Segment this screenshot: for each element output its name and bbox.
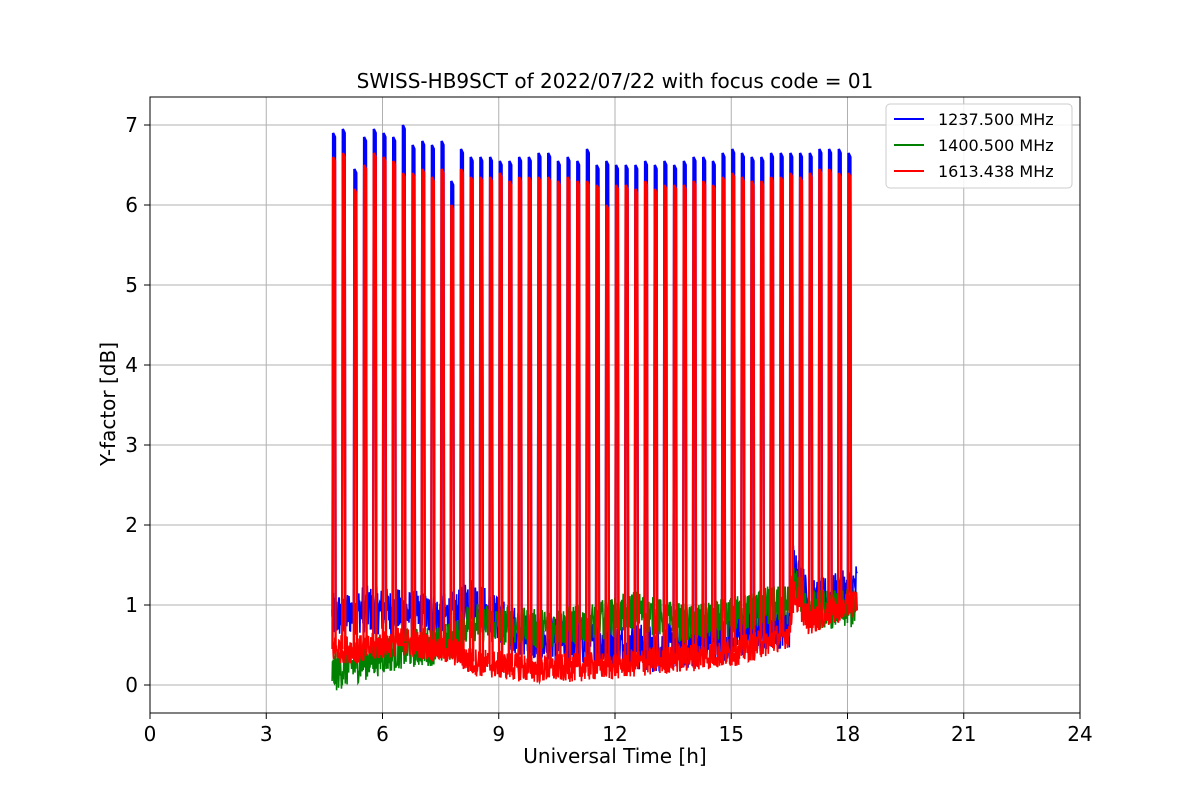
x-tick-label: 12 (602, 722, 627, 746)
spike-point (807, 172, 814, 621)
x-tick-label: 3 (260, 722, 273, 746)
y-tick-label: 2 (125, 513, 138, 537)
spike-point (585, 180, 591, 667)
spike-point (449, 204, 455, 652)
legend: 1237.500 MHz 1400.500 MHz 1613.438 MHz (885, 103, 1073, 189)
x-tick-label: 24 (1067, 722, 1092, 746)
spike-point (507, 180, 514, 667)
spike-point (817, 168, 824, 617)
spike-point (468, 176, 475, 662)
spike-point (740, 176, 746, 650)
y-tick-label: 5 (125, 273, 138, 297)
spike-point (536, 176, 543, 669)
legend-label: 1237.500 MHz (938, 110, 1054, 129)
spike-point (604, 204, 610, 666)
spike-point (701, 180, 707, 656)
spike-point (391, 160, 397, 643)
spike-point (594, 184, 601, 667)
spike-point (749, 180, 756, 647)
plot-area (331, 124, 858, 691)
x-tick-label: 15 (719, 722, 744, 746)
spike-point (614, 184, 620, 665)
spike-point (420, 168, 426, 646)
spike-point (341, 152, 347, 650)
spike-point (517, 176, 523, 668)
legend-label: 1400.500 MHz (938, 136, 1054, 155)
series-1613-438-mhz (331, 152, 858, 685)
spike-point (527, 176, 533, 669)
spike-point (691, 180, 698, 657)
y-tick-label: 6 (125, 193, 138, 217)
spike-point (478, 176, 485, 663)
spike-point (837, 172, 843, 609)
spike-point (798, 176, 804, 608)
y-tick-label: 1 (125, 593, 138, 617)
spike-point (711, 184, 717, 655)
spike-point (672, 184, 678, 659)
spike-point (778, 176, 785, 637)
spike-point (575, 180, 581, 668)
spike-point (827, 168, 833, 613)
y-tick-label: 7 (125, 113, 138, 137)
spike-point (846, 172, 853, 605)
x-tick-label: 6 (376, 722, 389, 746)
x-tick-label: 21 (951, 722, 976, 746)
spike-point (352, 188, 359, 650)
spike-point (331, 156, 337, 650)
spike-point (769, 176, 775, 641)
spike-point (623, 184, 630, 664)
y-tick-label: 3 (125, 433, 138, 457)
spike-point (720, 176, 727, 654)
spike-point (565, 176, 572, 668)
spike-point (362, 164, 368, 649)
spike-point (372, 152, 378, 647)
spike-point (652, 188, 659, 661)
x-tick-label: 0 (144, 722, 157, 746)
spike-point (546, 176, 552, 669)
x-tick-label: 18 (835, 722, 860, 746)
spike-point (556, 180, 562, 669)
spike-point (381, 156, 388, 645)
spike-point (401, 172, 407, 642)
x-axis: 0 3 6 9 12 15 18 21 24 (144, 713, 1093, 746)
legend-label: 1613.438 MHz (938, 162, 1054, 181)
spike-point (459, 168, 465, 656)
x-axis-label: Universal Time [h] (523, 744, 706, 768)
spike-point (682, 184, 688, 658)
y-tick-label: 4 (125, 353, 138, 377)
spike-point (759, 180, 765, 644)
x-tick-label: 9 (492, 722, 505, 746)
spike-point (730, 172, 736, 653)
y-axis: 0 1 2 3 4 5 6 7 (125, 113, 150, 697)
spike-point (633, 188, 640, 663)
legend-box (885, 103, 1073, 189)
spike-point (410, 172, 417, 644)
spike-point (497, 172, 504, 666)
spike-point (788, 172, 795, 614)
y-axis-label: Y-factor [dB] (96, 342, 120, 467)
spike-point (662, 184, 669, 660)
spike-point (430, 176, 436, 648)
spike-point (643, 180, 649, 662)
spike-point (488, 176, 494, 665)
y-tick-label: 0 (125, 673, 138, 697)
chart-title: SWISS-HB9SCT of 2022/07/22 with focus co… (357, 69, 874, 93)
spike-point (439, 168, 446, 650)
